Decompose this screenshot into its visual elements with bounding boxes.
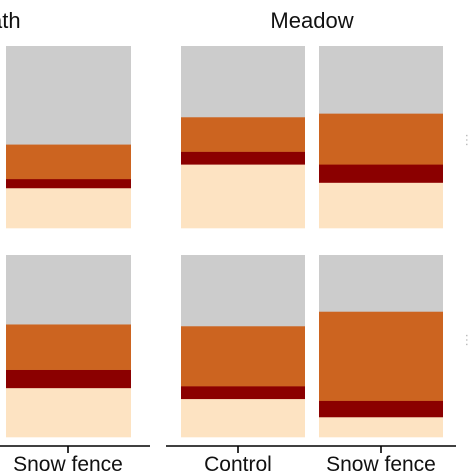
bar-segment-row1-control-1-dark-red	[181, 151, 305, 165]
bar-segment-row1-control-1-base	[181, 164, 305, 229]
bar-segment-row2-control-1-orange	[181, 325, 305, 387]
bar-stacks	[6, 46, 443, 438]
bar-segment-row2-snow-fence-2-dark-red	[319, 400, 443, 418]
bar-segment-row1-snow-fence-2-orange	[319, 113, 443, 165]
x-label-left-snow-fence: Snow fence	[13, 453, 123, 474]
bar-segment-row2-control-1-base	[181, 398, 305, 438]
bar-segment-row1-control-1-grey	[181, 46, 305, 118]
bar-segment-row1-snow-fence-2-dark-red	[319, 164, 443, 183]
bar-segment-row1-snow-fence-2-grey	[319, 46, 443, 114]
bar-segment-row2-snow-fence-2-orange	[319, 311, 443, 401]
bar-segment-row1-control-1-orange	[181, 116, 305, 152]
bar-segment-row2-snow-fence-0-dark-red	[6, 369, 131, 389]
bar-segment-row2-snow-fence-0-orange	[6, 324, 131, 370]
x-label-meadow-control: Control	[204, 453, 272, 474]
bar-segment-row2-snow-fence-0-grey	[6, 255, 131, 325]
row-label-bottom: …	[463, 333, 474, 347]
row-label-top: …	[463, 133, 474, 147]
facet-title-meadow: Meadow	[270, 8, 353, 33]
bar-segment-row2-snow-fence-0-base	[6, 387, 131, 438]
bar-segment-row2-snow-fence-2-base	[319, 416, 443, 438]
facet-title-left: ath	[0, 8, 21, 33]
bar-segment-row2-control-1-dark-red	[181, 386, 305, 400]
bar-segment-row1-snow-fence-0-dark-red	[6, 178, 131, 189]
bar-segment-row2-control-1-grey	[181, 255, 305, 327]
bar-segment-row2-snow-fence-2-grey	[319, 255, 443, 312]
x-label-meadow-snow-fence: Snow fence	[326, 453, 436, 474]
bar-segment-row1-snow-fence-0-base	[6, 187, 131, 229]
bar-segment-row1-snow-fence-0-grey	[6, 46, 131, 145]
bar-segment-row1-snow-fence-0-orange	[6, 144, 131, 180]
bar-segment-row1-snow-fence-2-base	[319, 182, 443, 229]
